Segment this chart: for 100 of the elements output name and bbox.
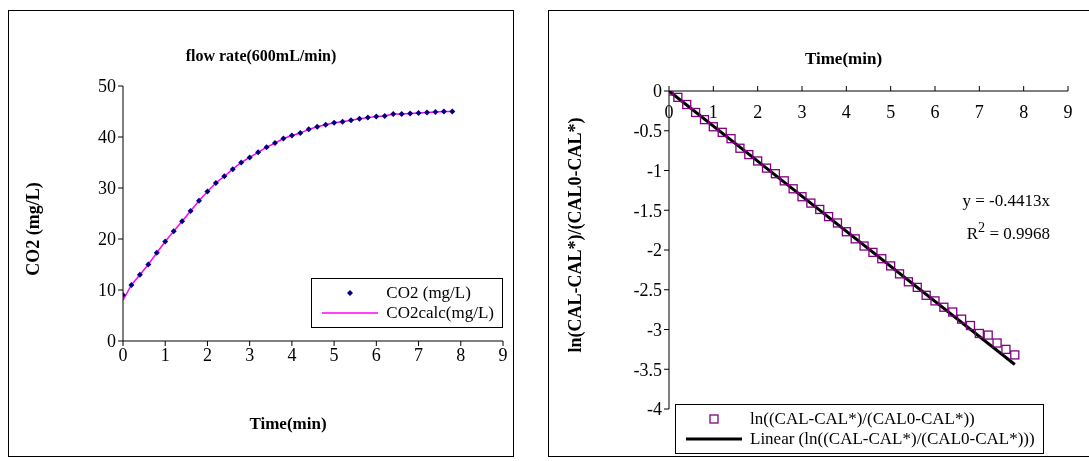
point [280,135,287,142]
y-tick-label: 40 [98,127,116,148]
x-tick-label: 6 [930,102,940,122]
point [204,188,211,195]
point [373,113,380,120]
point [903,277,914,287]
y-tick-label: -3.5 [633,359,662,380]
point [894,269,905,279]
point [153,249,160,256]
x-tick-label: 7 [414,344,424,365]
point [726,134,736,144]
point [912,282,922,293]
x-tick-label: 4 [841,102,851,122]
y-axis-title: CO2 (mg/L) [22,181,43,276]
point [1001,344,1011,355]
legend-label: CO2 (mg/L) [386,283,471,303]
chart-title: flow rate(600mL/min) [185,47,337,64]
point [815,204,825,215]
x-tick-label: 7 [974,102,984,122]
x-axis-title: Time(min) [249,414,327,433]
point [788,184,798,194]
point [348,117,354,124]
annotation: R$^{2}$ = 0.9968 [966,219,1050,243]
point [797,192,807,202]
point [779,176,789,186]
y-tick-label: 30 [98,178,116,199]
annotation: y = -0.4413x [962,191,1050,210]
point [179,218,186,225]
point [364,114,371,121]
point [983,330,993,340]
x-tick-label: 2 [202,344,212,365]
point [297,129,304,136]
y-tick-label: 10 [98,280,116,301]
y-tick-label: 50 [98,76,116,97]
point [735,143,745,153]
point [288,132,295,139]
point [673,92,683,103]
point [770,169,781,179]
point [238,159,245,166]
point [331,119,338,126]
point [128,281,135,288]
point [162,238,169,245]
point [699,114,710,125]
x-tick-label: 4 [287,344,297,365]
point [832,218,843,228]
y-tick-label: -1.5 [633,200,662,221]
point [407,110,414,117]
point [314,123,321,130]
point [339,118,346,125]
point [708,122,718,132]
y-tick-label: -1 [647,160,662,181]
point [1010,350,1020,360]
y-tick-label: 20 [98,229,116,250]
legend-label: ln((CAL-CAL*)/(CAL0-CAL*)) [750,409,975,429]
point [974,328,984,339]
point [415,110,422,117]
point [682,99,692,110]
y-tick-label: 0 [653,81,662,102]
point [229,166,236,173]
point [761,163,772,173]
y-tick-label: -2.5 [633,280,662,301]
x-tick-label: 9 [498,344,508,365]
point [212,179,219,186]
x-axis-title: Time(min) [804,49,883,68]
point [859,241,869,251]
point [145,261,152,268]
point [424,109,430,116]
point [823,211,834,222]
point [381,113,388,120]
point [965,320,976,331]
point [196,197,202,204]
x-tick-label: 3 [245,344,255,365]
point [744,149,754,160]
point [187,207,194,214]
point [398,111,405,118]
legend-label: Linear (ln((CAL-CAL*)/(CAL0-CAL*))) [750,429,1035,449]
point [356,115,363,122]
point [753,156,763,166]
y-tick-label: -0.5 [633,121,662,142]
point [956,314,967,324]
y-tick-label: 0 [107,331,116,352]
x-tick-label: 9 [1063,102,1073,122]
x-tick-label: 1 [708,102,718,122]
y-tick-label: -2 [647,240,662,261]
point [246,154,253,161]
point [939,302,949,312]
point [221,173,228,180]
point [841,227,851,237]
point [272,140,278,147]
x-tick-label: 5 [329,344,339,365]
point [806,198,816,208]
point [948,307,958,317]
y-tick-label: -4 [647,399,662,420]
x-tick-label: 2 [753,102,763,122]
point [921,290,931,300]
x-tick-label: 6 [371,344,381,365]
point [136,271,143,278]
legend-label: CO2calc(mg/L) [386,303,494,323]
point [390,111,397,118]
point [449,108,456,115]
